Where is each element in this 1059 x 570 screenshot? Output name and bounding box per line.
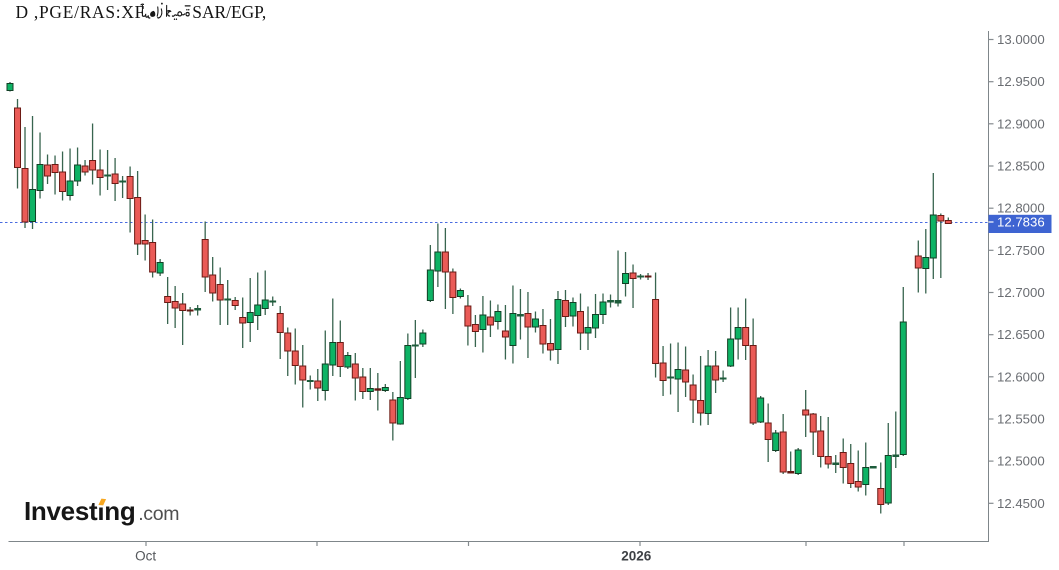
svg-text:2026: 2026 (621, 548, 652, 563)
svg-text:12.8500: 12.8500 (997, 159, 1045, 174)
svg-text:12.7000: 12.7000 (997, 285, 1045, 300)
svg-text:12.6500: 12.6500 (997, 327, 1045, 342)
svg-text:12.6000: 12.6000 (997, 369, 1045, 384)
svg-text:12.9500: 12.9500 (997, 74, 1045, 89)
svg-text:12.9000: 12.9000 (997, 116, 1045, 131)
svg-text:Oct: Oct (135, 548, 156, 563)
svg-text:13.0000: 13.0000 (997, 32, 1045, 47)
svg-text:12.8000: 12.8000 (997, 201, 1045, 216)
svg-text:12.4500: 12.4500 (997, 496, 1045, 511)
svg-text:12.7500: 12.7500 (997, 243, 1045, 258)
svg-text:12.7836: 12.7836 (997, 215, 1045, 230)
svg-text:12.5500: 12.5500 (997, 412, 1045, 427)
svg-text:D ,PGE/RAS:XF: D ,PGE/RAS:XF (16, 2, 146, 22)
svg-text:12.5000: 12.5000 (997, 454, 1045, 469)
svg-text:SAR/EGP,: SAR/EGP, (192, 2, 266, 22)
svg-text:Investing: Investing (24, 496, 135, 526)
svg-text:.com: .com (138, 503, 179, 525)
